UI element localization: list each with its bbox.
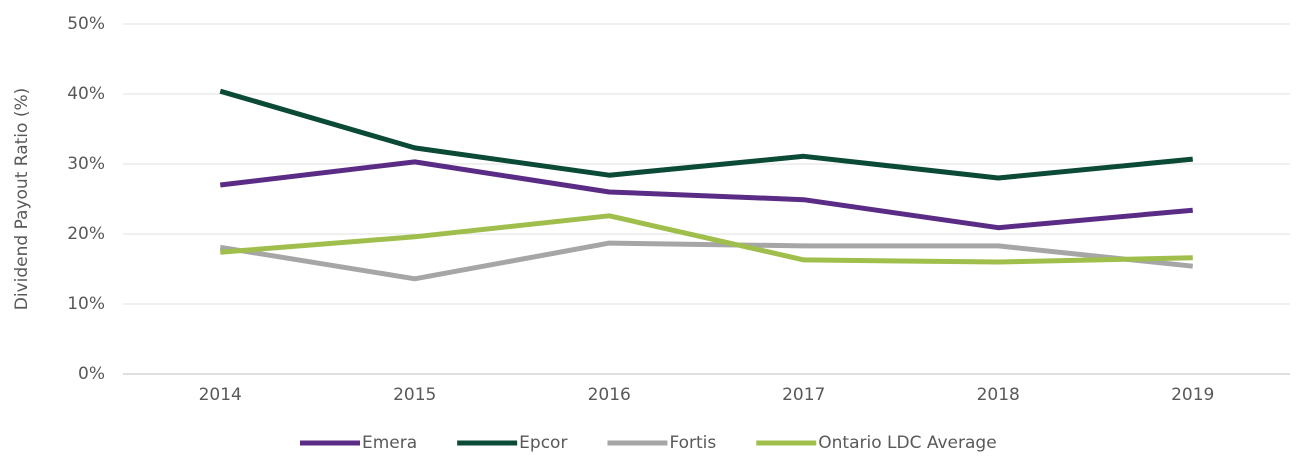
x-tick-label: 2019 [1171,385,1214,405]
y-tick-label: 40% [67,84,105,104]
legend-label: Fortis [669,433,716,453]
y-tick-label: 20% [67,224,105,244]
series-line [219,88,1193,181]
y-tick-label: 10% [67,294,105,314]
legend-label: Ontario LDC Average [818,433,996,453]
x-tick-label: 2014 [199,385,242,405]
x-tick-label: 2018 [977,385,1020,405]
x-tick-label: 2015 [393,385,436,405]
x-tick-label: 2017 [782,385,825,405]
y-tick-label: 50% [67,14,105,34]
y-tick-label: 30% [67,154,105,174]
legend-label: Epcor [519,433,567,453]
y-axis-label: Dividend Payout Ratio (%) [12,88,32,311]
y-tick-label: 0% [78,364,105,384]
x-tick-label: 2016 [588,385,631,405]
series-line [219,159,1193,231]
series-line [219,240,1194,282]
legend-label: Emera [362,433,417,453]
series-line [220,213,1193,265]
